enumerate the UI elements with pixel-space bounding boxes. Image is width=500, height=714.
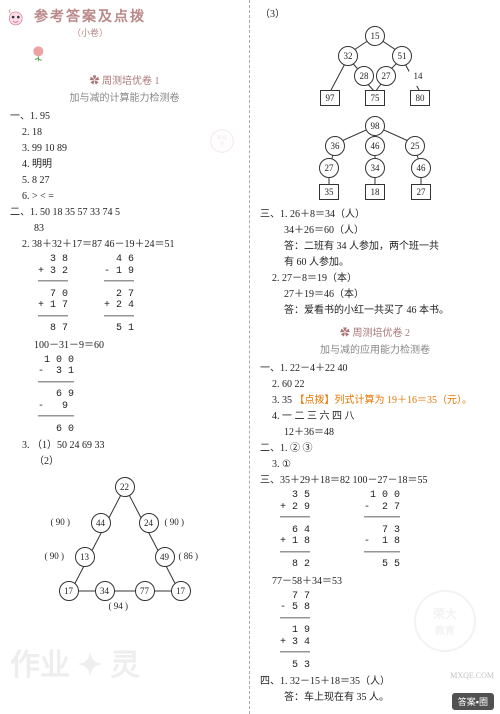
answer-line: 77－58＋34＝53 bbox=[272, 575, 496, 589]
node: 77 bbox=[135, 581, 155, 601]
result-box: 27 bbox=[411, 184, 431, 200]
page-header: 参考答案及点拨 （小卷） bbox=[4, 6, 245, 39]
subtitle: （小卷） bbox=[34, 26, 146, 39]
answer-line: 3. 35 【点拨】列式计算为 19＋16＝35（元）。 bbox=[272, 394, 496, 408]
answer-line: 5. 8 27 bbox=[22, 174, 245, 188]
answer-line: （2） bbox=[34, 455, 245, 469]
section-1-title: ✿ 周测培优卷 1 bbox=[4, 72, 245, 87]
answer-text: 答：二班有 34 人参加，两个班一共 bbox=[284, 240, 496, 254]
section-2-title: ✿ 周测培优卷 2 bbox=[254, 324, 496, 339]
node: 34 bbox=[95, 581, 115, 601]
node: 25 bbox=[405, 136, 425, 156]
answer-line: 3. （1）50 24 69 33 bbox=[22, 439, 245, 453]
answer-line: 二、1. 50 18 35 57 33 74 5 bbox=[10, 206, 245, 220]
node: 24 bbox=[139, 513, 159, 533]
paren-label: ( 90 ) bbox=[51, 517, 71, 527]
answer-line: 100－31－9＝60 bbox=[34, 339, 245, 353]
answer-line: 83 bbox=[34, 222, 245, 236]
node: 34 bbox=[365, 158, 385, 178]
node: 13 bbox=[75, 547, 95, 567]
answer-line: 2. 38＋32＋17＝87 46－19＋24＝51 bbox=[22, 238, 245, 252]
node: 28 bbox=[354, 66, 374, 86]
section-2-subtitle: 加与减的应用能力检测卷 bbox=[254, 341, 496, 356]
node: 36 bbox=[325, 136, 345, 156]
paren-label: ( 90 ) bbox=[45, 551, 65, 561]
hint-text: 【点拨】列式计算为 19＋16＝35（元）。 bbox=[295, 395, 473, 406]
result-box: 18 bbox=[365, 184, 385, 200]
answer-line: （3） bbox=[260, 8, 496, 22]
rose-icon bbox=[30, 55, 50, 66]
node: 17 bbox=[171, 581, 191, 601]
answer-line: 3. ① bbox=[272, 458, 496, 472]
cartoon-head-icon bbox=[4, 8, 30, 37]
answer-line: 2. 60 22 bbox=[272, 378, 496, 392]
paren-label: ( 94 ) bbox=[109, 601, 129, 611]
vertical-calculation: 3 8 4 6 + 3 2 - 1 9 ───── ───── 7 0 2 7 … bbox=[32, 254, 245, 335]
stamp-icon: 多业灵 bbox=[209, 128, 235, 157]
node: 14 bbox=[408, 66, 428, 86]
node: 46 bbox=[365, 136, 385, 156]
result-box: 97 bbox=[320, 90, 340, 106]
answer-logo: 答案▪圈 bbox=[452, 693, 494, 710]
right-column: （3） 15 32 51 28 27 14 97 75 80 9 bbox=[250, 0, 500, 714]
node: 51 bbox=[392, 46, 412, 66]
vertical-calculation: 3 5 1 0 0 + 2 9 - 2 7 ───── ────── 6 4 7… bbox=[268, 490, 496, 571]
result-box: 80 bbox=[410, 90, 430, 106]
answer-line: 一、1. 22－4＋22 40 bbox=[260, 362, 496, 376]
answer-line: 4. 明明 bbox=[22, 158, 245, 172]
vertical-calculation: 7 7 - 5 8 ───── 1 9 + 3 4 ───── 5 3 bbox=[268, 591, 496, 672]
answer-line: 一、1. 95 bbox=[10, 110, 245, 124]
node: 98 bbox=[365, 116, 385, 136]
svg-text:灵: 灵 bbox=[219, 141, 224, 148]
node: 49 bbox=[155, 547, 175, 567]
tree-diagram-1: 15 32 51 28 27 14 97 75 80 bbox=[300, 24, 450, 112]
vertical-calculation: 1 0 0 - 3 1 ────── 6 9 - 9 ────── 6 0 bbox=[32, 355, 245, 436]
site-url: MXQE.COM bbox=[450, 671, 494, 680]
paren-label: ( 86 ) bbox=[179, 551, 199, 561]
node: 44 bbox=[91, 513, 111, 533]
answer-text: 答：爱看书的小红一共买了 46 本书。 bbox=[284, 304, 496, 318]
answer-line: 2. 27－8＝19（本） bbox=[272, 272, 496, 286]
left-column: 参考答案及点拨 （小卷） ✿ 周测培优卷 1 加与减的计算能力检测卷 多业灵 一… bbox=[0, 0, 250, 714]
answer-line: 二、1. ② ③ bbox=[260, 442, 496, 456]
svg-text:多业: 多业 bbox=[217, 133, 227, 141]
answer-text: 有 60 人参加。 bbox=[284, 256, 496, 270]
answer-line: 12＋36＝48 bbox=[284, 426, 496, 440]
result-box: 35 bbox=[319, 184, 339, 200]
result-box: 75 bbox=[365, 90, 385, 106]
paren-label: ( 90 ) bbox=[165, 517, 185, 527]
node: 22 bbox=[115, 477, 135, 497]
node: 27 bbox=[376, 66, 396, 86]
answer-line: 27＋19＝46（本） bbox=[284, 288, 496, 302]
node: 27 bbox=[319, 158, 339, 178]
answer-line: 4. 一 二 三 六 四 八 bbox=[272, 410, 496, 424]
node: 46 bbox=[411, 158, 431, 178]
main-title: 参考答案及点拨 bbox=[34, 6, 146, 26]
node: 32 bbox=[338, 46, 358, 66]
node: 17 bbox=[59, 581, 79, 601]
triangle-diagram: 22 44 24 13 49 34 77 17 17 ( 90 ) ( 90 )… bbox=[45, 473, 205, 608]
answer-line: 三、35＋29＋18＝82 100－27－18＝55 bbox=[260, 474, 496, 488]
answer-line: 6. > < = bbox=[22, 190, 245, 204]
value: 3. 35 bbox=[272, 395, 292, 406]
rose-decoration bbox=[30, 43, 245, 66]
section-1-subtitle: 加与减的计算能力检测卷 bbox=[4, 89, 245, 104]
answer-line: 三、1. 26＋8＝34（人） bbox=[260, 208, 496, 222]
tree-diagram-2: 98 36 46 25 27 34 46 35 18 27 bbox=[295, 114, 455, 206]
answer-line: 34＋26＝60（人） bbox=[284, 224, 496, 238]
node: 15 bbox=[365, 26, 385, 46]
